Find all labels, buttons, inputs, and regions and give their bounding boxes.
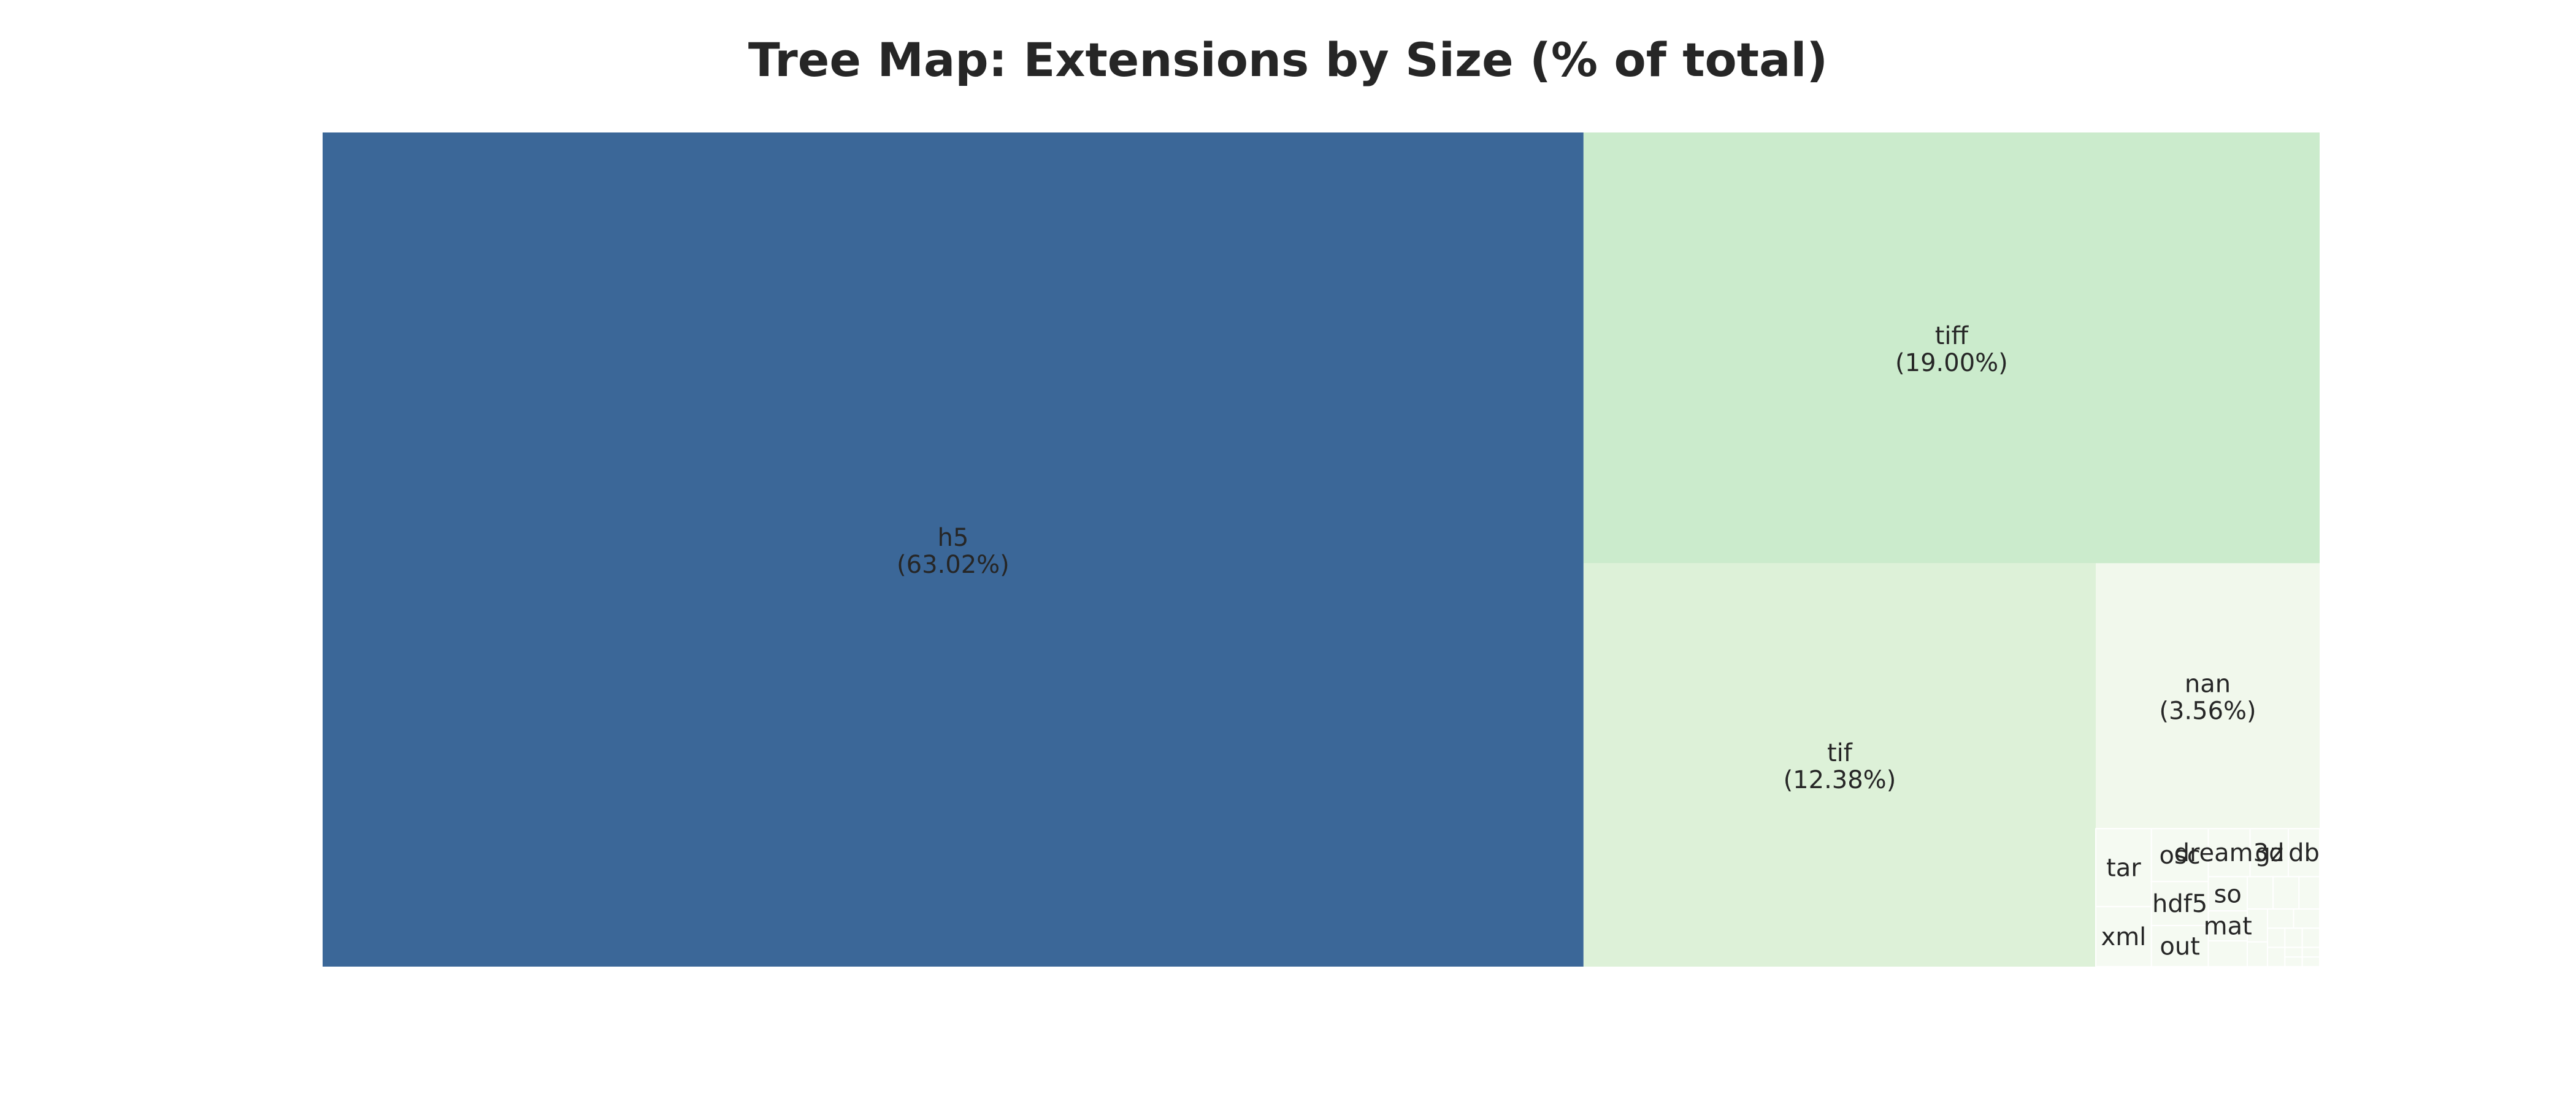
label-tif-name: tif	[1827, 739, 1853, 767]
tile-h5	[323, 132, 1584, 967]
label-osc: osc	[2159, 841, 2200, 870]
tile-unlabeled-23	[2267, 946, 2286, 967]
tile-unlabeled-21	[2293, 908, 2320, 929]
chart-title: Tree Map: Extensions by Size (% of total…	[748, 33, 1828, 87]
tile-tar	[2095, 828, 2152, 908]
label-h5: h5 (63.02%)	[897, 524, 1010, 579]
tile-unlabeled-17	[2298, 876, 2320, 910]
tile-hdf5	[2150, 881, 2209, 927]
label-hdf5: hdf5	[2152, 890, 2207, 918]
tile-tif	[1583, 563, 2096, 967]
tile-unlabeled-24	[2284, 927, 2303, 948]
treemap-labels: h5 (63.02%) tiff (19.00%) tif (12.38%) nan (3.5…	[897, 322, 2320, 960]
tile-out	[2150, 925, 2209, 967]
label-out: out	[2160, 933, 2200, 961]
label-tiff: tiff (19.00%)	[1895, 322, 2008, 377]
label-gz: gz	[2255, 839, 2283, 867]
label-mat: mat	[2204, 913, 2252, 941]
tile-unlabeled-22	[2267, 927, 2286, 948]
label-nan: nan (3.56%)	[2159, 670, 2256, 726]
label-db: db	[2288, 839, 2320, 867]
label-h5-percent: (63.02%)	[897, 551, 1010, 579]
label-h5-name: h5	[938, 524, 969, 552]
label-so: so	[2214, 880, 2242, 908]
label-tif: tif (12.38%)	[1784, 739, 1896, 794]
tile-unlabeled-19	[2247, 941, 2269, 967]
tile-unlabeled-26	[2284, 946, 2303, 958]
label-tar: tar	[2106, 854, 2141, 883]
label-tiff-percent: (19.00%)	[1895, 349, 2008, 377]
tile-unlabeled-29	[2301, 956, 2320, 967]
tile-tiff	[1583, 132, 2320, 564]
tile-mat	[2207, 910, 2248, 942]
label-nan-percent: (3.56%)	[2159, 697, 2256, 726]
treemap-plot: h5 (63.02%) tiff (19.00%) tif (12.38%) nan (3.5…	[323, 132, 2320, 967]
tile-gz	[2249, 828, 2289, 878]
tile-unlabeled-14	[2207, 940, 2248, 967]
label-tiff-name: tiff	[1935, 322, 1969, 350]
tile-unlabeled-20	[2267, 908, 2294, 929]
label-xml: xml	[2101, 923, 2147, 951]
label-tif-percent: (12.38%)	[1784, 766, 1896, 794]
tile-unlabeled-25	[2301, 927, 2320, 948]
tile-unlabeled-28	[2301, 946, 2320, 958]
tile-nan	[2096, 563, 2320, 829]
tile-unlabeled-27	[2284, 956, 2303, 967]
label-dream3d: dream3d	[2174, 839, 2285, 867]
label-nan-name: nan	[2185, 670, 2231, 699]
tile-xml	[2095, 906, 2152, 967]
tile-unlabeled-16	[2272, 876, 2300, 910]
tile-dream3d	[2207, 828, 2251, 878]
tile-unlabeled-15	[2247, 876, 2274, 910]
treemap-tiles	[323, 132, 2320, 967]
